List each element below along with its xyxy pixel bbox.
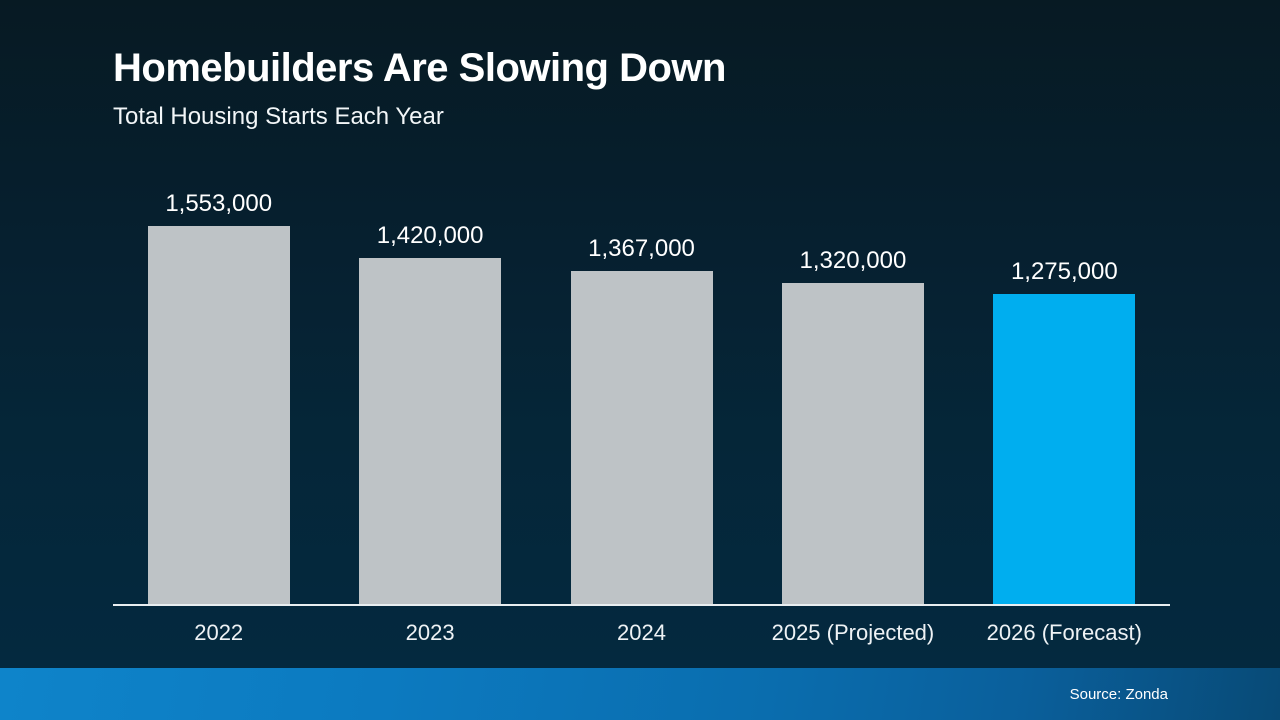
source-credit: Source: Zonda	[1069, 685, 1168, 703]
x-axis-tick-label: 2025 (Projected)	[771, 620, 935, 645]
bar-group-4: 1,275,000	[959, 258, 1170, 604]
x-axis-tick-label: 2022	[194, 620, 244, 645]
bar-group-0: 1,553,000	[113, 190, 324, 604]
bar-value-label: 1,553,000	[165, 190, 273, 217]
bar-group-2: 1,367,000	[536, 235, 747, 604]
chart-header: Homebuilders Are Slowing Down Total Hous…	[113, 46, 726, 131]
bar	[359, 258, 502, 604]
chart-subtitle: Total Housing Starts Each Year	[113, 103, 444, 130]
bar-value-label: 1,420,000	[376, 222, 484, 249]
bar	[147, 226, 290, 604]
x-axis-tick-label: 2023	[405, 620, 455, 645]
bar-value-label: 1,367,000	[588, 235, 695, 262]
bar-highlight	[993, 294, 1136, 604]
bar-chart: 1,553,000 1,420,000 1,367,000 1,320,000 1,27…	[113, 190, 1170, 646]
x-axis-line	[113, 604, 1170, 606]
bar-group-3: 1,320,000	[747, 247, 958, 604]
x-axis-labels: 2022 2023 2024 2025 (Projected) 2026 (Foreca…	[113, 606, 1170, 646]
bar	[781, 283, 924, 604]
bar	[570, 271, 713, 604]
bars-area: 1,553,000 1,420,000 1,367,000 1,320,000 1,27…	[113, 190, 1170, 604]
bar-value-label: 1,275,000	[1010, 258, 1118, 285]
chart-title: Homebuilders Are Slowing Down	[113, 46, 726, 90]
x-axis-tick-label: 2026 (Forecast)	[986, 620, 1142, 645]
footer-band: Source: Zonda	[0, 668, 1280, 720]
bar-value-label: 1,320,000	[799, 247, 907, 274]
bar-group-1: 1,420,000	[324, 222, 535, 604]
x-axis-tick-label: 2024	[617, 620, 666, 645]
